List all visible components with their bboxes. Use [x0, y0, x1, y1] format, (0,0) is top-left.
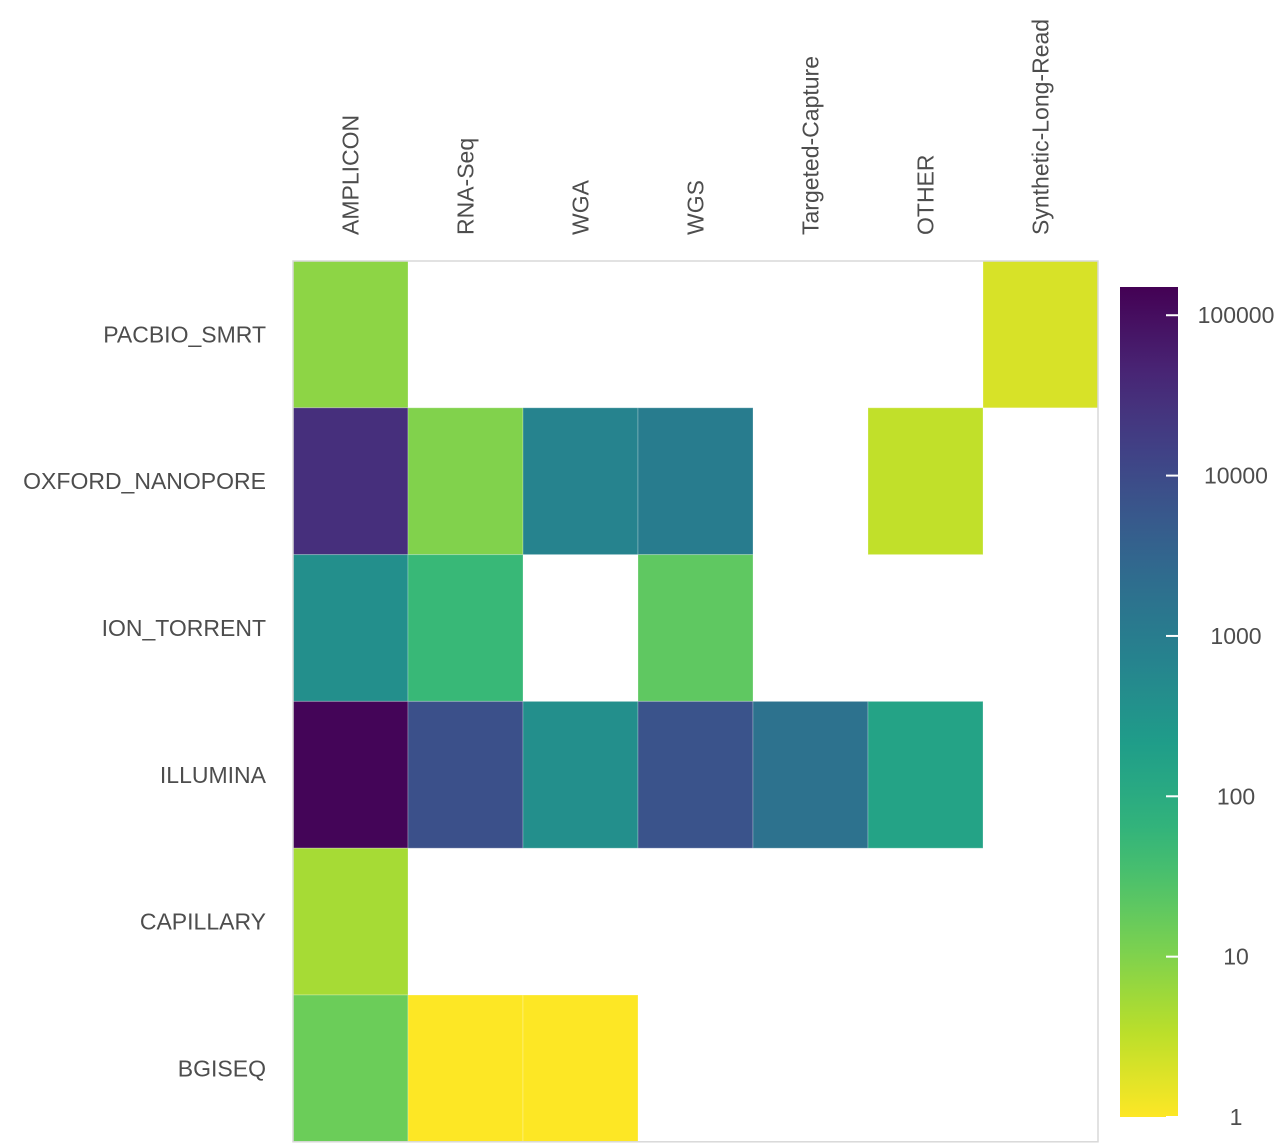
- cell-ion-torrent-rna-seq: [407, 554, 524, 702]
- column-label: Synthetic-Long-Read: [1028, 19, 1054, 235]
- column-label: AMPLICON: [338, 115, 364, 235]
- cell-pacbio-smrt-amplicon: [292, 260, 409, 409]
- row-labels: PACBIO_SMRT OXFORD_NANOPORE ION_TORRENT ILL…: [23, 321, 266, 1081]
- cell-illumina-wgs: [637, 700, 754, 849]
- column-label: OTHER: [913, 155, 939, 236]
- cell-illumina-targeted-capture: [752, 700, 869, 849]
- column-label: WGA: [568, 179, 594, 235]
- row-label: OXFORD_NANOPORE: [23, 468, 266, 494]
- cell-capillary-amplicon: [292, 847, 409, 996]
- colorbar-tick-label: 100: [1217, 783, 1255, 809]
- column-label: Targeted-Capture: [798, 56, 824, 235]
- cell-illumina-rna-seq: [407, 700, 524, 849]
- row-label: ION_TORRENT: [102, 615, 266, 641]
- cell-bgiseq-wga: [522, 994, 639, 1143]
- cell-illumina-wga: [522, 700, 639, 849]
- cell-oxford-nanopore-amplicon: [292, 407, 409, 556]
- cell-pacbio-smrt-synthetic-long-read: [982, 260, 1099, 409]
- cell-oxford-nanopore-rna-seq: [407, 407, 524, 556]
- column-labels: AMPLICON RNA-Seq WGA WGS Targeted-Capture OTH…: [338, 19, 1054, 235]
- plot-frame: [292, 260, 1099, 1143]
- cell-oxford-nanopore-other: [867, 407, 984, 556]
- heatmap-cells: [292, 260, 1099, 1143]
- cell-ion-torrent-wgs: [637, 554, 754, 702]
- row-label: CAPILLARY: [140, 909, 266, 935]
- row-label: ILLUMINA: [160, 762, 267, 788]
- row-label: PACBIO_SMRT: [103, 321, 266, 347]
- column-label: WGS: [683, 180, 709, 235]
- colorbar-tick-label: 10: [1223, 944, 1249, 970]
- colorbar-tick-label: 100000: [1198, 302, 1275, 328]
- cell-bgiseq-rna-seq: [407, 994, 524, 1143]
- cell-illumina-amplicon: [292, 700, 409, 849]
- colorbar-tick-label: 10000: [1204, 463, 1268, 489]
- colorbar: 1 10 100 1000 10000 100000: [1120, 287, 1274, 1130]
- colorbar-tick-label: 1: [1230, 1104, 1243, 1130]
- cell-bgiseq-amplicon: [292, 994, 409, 1143]
- colorbar-gradient: [1120, 287, 1178, 1117]
- cell-oxford-nanopore-wgs: [637, 407, 754, 556]
- cell-oxford-nanopore-wga: [522, 407, 639, 556]
- cell-ion-torrent-amplicon: [292, 554, 409, 702]
- row-label: BGISEQ: [178, 1055, 266, 1081]
- colorbar-ticks: 1 10 100 1000 10000 100000: [1166, 302, 1274, 1130]
- colorbar-tick-label: 1000: [1210, 623, 1261, 649]
- cell-illumina-other: [867, 700, 984, 849]
- column-label: RNA-Seq: [453, 138, 479, 235]
